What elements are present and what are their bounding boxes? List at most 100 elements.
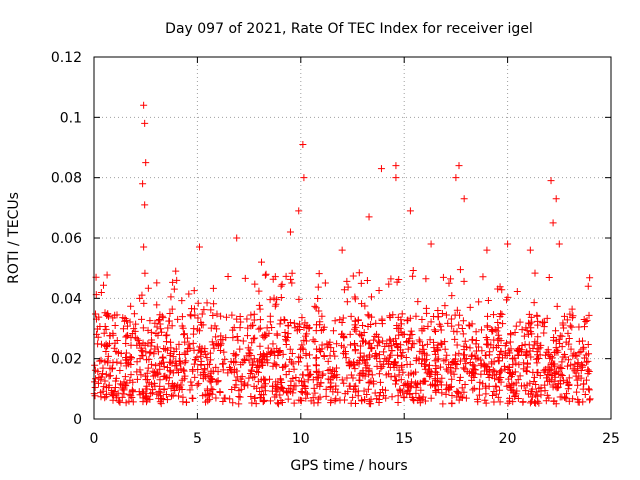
roti-point: [263, 324, 271, 332]
roti-point: [202, 350, 210, 358]
roti-point: [542, 397, 550, 405]
roti-point: [302, 337, 310, 345]
roti-point: [199, 392, 207, 400]
roti-point: [485, 382, 493, 390]
roti-point: [553, 302, 561, 310]
roti-point: [351, 321, 359, 329]
roti-point: [404, 386, 412, 394]
roti-point: [582, 376, 590, 384]
roti-point: [427, 394, 435, 402]
roti-point: [160, 363, 168, 371]
roti-point: [153, 323, 161, 331]
roti-point: [371, 389, 379, 397]
roti-point: [120, 378, 128, 386]
roti-point: [295, 207, 303, 215]
roti-point: [584, 282, 592, 290]
roti-point: [244, 324, 252, 332]
roti-point: [175, 340, 183, 348]
roti-point: [255, 287, 263, 295]
roti-point: [431, 375, 439, 383]
roti-point: [286, 228, 294, 236]
roti-point: [471, 352, 479, 360]
roti-point: [503, 296, 511, 304]
roti-point: [392, 162, 400, 170]
roti-point: [173, 276, 181, 284]
roti-point: [460, 277, 468, 285]
roti-point: [365, 213, 373, 221]
roti-point: [162, 390, 170, 398]
roti-point: [100, 383, 108, 391]
roti-point: [279, 385, 287, 393]
roti-point: [316, 321, 324, 329]
roti-point: [127, 341, 135, 349]
roti-point: [207, 369, 215, 377]
roti-point: [586, 396, 594, 404]
roti-point: [460, 351, 468, 359]
roti-point: [574, 359, 582, 367]
roti-point: [155, 395, 163, 403]
roti-point: [388, 393, 396, 401]
roti-point: [102, 347, 110, 355]
roti-point: [272, 387, 280, 395]
roti-point: [266, 397, 274, 405]
roti-point: [412, 368, 420, 376]
roti-point: [349, 272, 357, 280]
roti-point: [447, 315, 455, 323]
roti-point: [203, 385, 211, 393]
roti-point: [273, 399, 281, 407]
roti-point: [120, 384, 128, 392]
roti-point: [482, 352, 490, 360]
roti-point: [488, 372, 496, 380]
roti-point: [347, 312, 355, 320]
roti-point: [475, 298, 483, 306]
roti-point: [523, 359, 531, 367]
roti-point: [421, 357, 429, 365]
roti-point: [166, 351, 174, 359]
roti-point: [420, 345, 428, 353]
roti-point: [530, 299, 538, 307]
roti-point: [213, 340, 221, 348]
roti-point: [281, 362, 289, 370]
roti-point: [492, 382, 500, 390]
roti-point: [338, 376, 346, 384]
roti-point: [189, 339, 197, 347]
roti-point: [555, 335, 563, 343]
roti-point: [211, 322, 219, 330]
roti-point: [105, 381, 113, 389]
roti-point: [394, 398, 402, 406]
roti-point: [527, 313, 535, 321]
roti-point: [157, 325, 165, 333]
roti-point: [344, 283, 352, 291]
roti-point: [124, 359, 132, 367]
roti-point: [336, 316, 344, 324]
roti-point: [555, 364, 563, 372]
roti-point: [585, 311, 593, 319]
roti-point: [448, 375, 456, 383]
roti-point: [129, 398, 137, 406]
roti-point: [178, 376, 186, 384]
roti-point: [237, 375, 245, 383]
roti-point: [210, 344, 218, 352]
roti-point: [579, 337, 587, 345]
roti-point: [318, 312, 326, 320]
roti-point: [116, 367, 124, 375]
roti-point: [441, 345, 449, 353]
roti-point: [367, 395, 375, 403]
roti-point: [162, 332, 170, 340]
roti-point: [392, 380, 400, 388]
roti-point: [314, 373, 322, 381]
roti-point: [426, 336, 434, 344]
roti-point: [509, 398, 517, 406]
x-tick-label: 0: [90, 431, 99, 447]
roti-point: [565, 374, 573, 382]
roti-point: [213, 310, 221, 318]
roti-point: [477, 360, 485, 368]
roti-point: [123, 322, 131, 330]
roti-point: [581, 391, 589, 399]
roti-point: [545, 274, 553, 282]
roti-point: [212, 378, 220, 386]
roti-point: [364, 385, 372, 393]
roti-point: [354, 387, 362, 395]
roti-point: [251, 280, 259, 288]
roti-point: [547, 376, 555, 384]
